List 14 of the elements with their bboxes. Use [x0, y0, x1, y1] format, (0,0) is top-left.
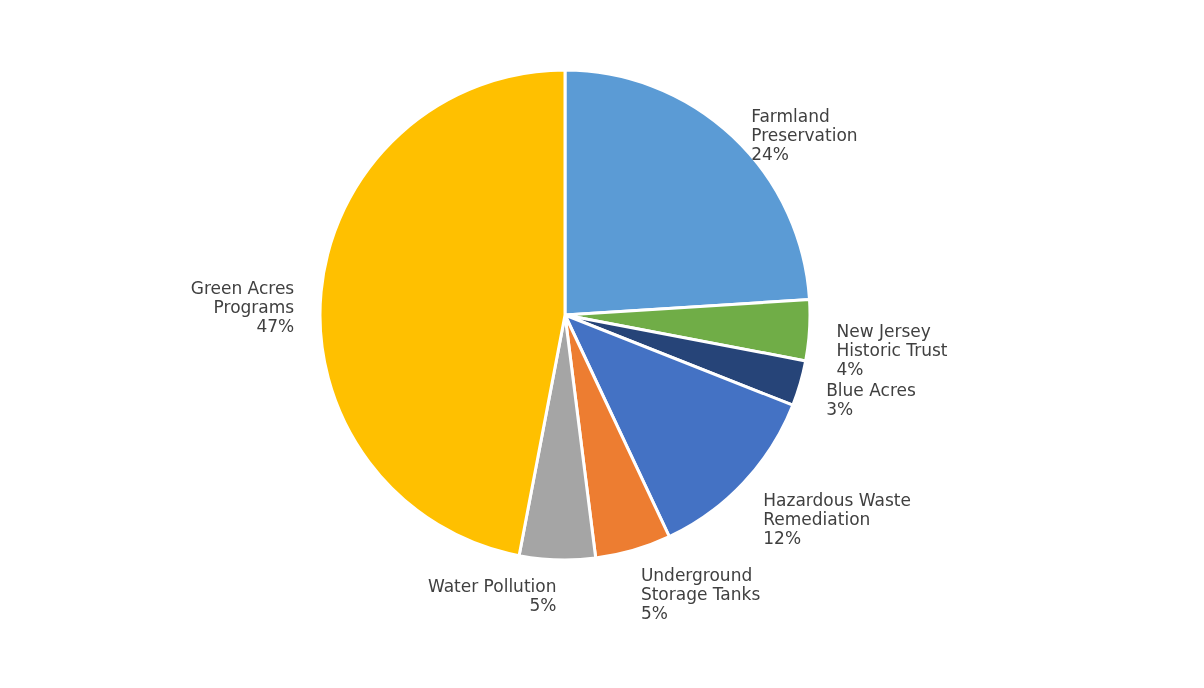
slice-label: Underground Storage Tanks	[640, 565, 761, 605]
data-label: 4%	[836, 359, 864, 380]
data-label: 3%	[826, 398, 854, 419]
slice-label: Water Pollution	[427, 575, 557, 596]
slice-label: Farmland Preservation	[751, 105, 858, 145]
data-label: 24%	[751, 143, 789, 164]
slice-label: Hazardous Waste Remediation	[763, 490, 911, 530]
slice-label: Blue Acres	[826, 379, 916, 400]
data-label: 5%	[640, 603, 668, 624]
slice-label: New Jersey Historic Trust	[836, 321, 948, 361]
slice-label: Green Acres Programs	[190, 278, 295, 318]
data-label: 5%	[529, 594, 557, 615]
data-label: 12%	[763, 528, 802, 549]
data-label: 47%	[256, 316, 295, 337]
